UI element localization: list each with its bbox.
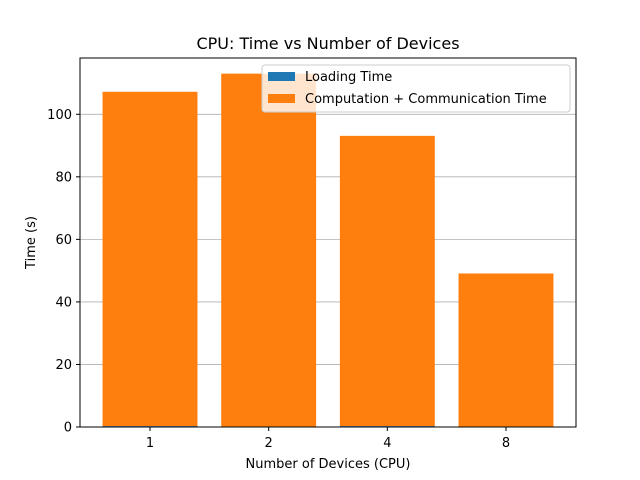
- bars: [102, 73, 554, 427]
- y-tick-label-0: 0: [64, 421, 72, 436]
- bar-computation-1: [102, 91, 198, 427]
- legend-swatch-computation: [268, 94, 295, 103]
- chart-title: CPU: Time vs Number of Devices: [196, 34, 459, 53]
- legend-box: [261, 64, 571, 113]
- x-tick-label-4: 4: [383, 436, 391, 451]
- x-tick-label-1: 1: [146, 436, 154, 451]
- legend: Loading Time Computation + Communication …: [261, 64, 571, 113]
- bar-computation-8: [458, 273, 554, 427]
- x-tick-label-8: 8: [502, 436, 510, 451]
- plot-frame: [79, 57, 577, 428]
- bar-computation-2: [221, 73, 317, 427]
- y-tick-label-40: 40: [55, 295, 72, 310]
- legend-label-computation: Computation + Communication Time: [305, 92, 547, 107]
- y-axis-ticks: 0 20 40 60 80 100: [47, 108, 80, 436]
- bar-computation-4: [339, 135, 435, 427]
- y-tick-label-100: 100: [47, 108, 72, 123]
- y-tick-label-20: 20: [55, 358, 72, 373]
- x-tick-label-2: 2: [265, 436, 273, 451]
- x-axis-ticks: 1 2 4 8: [146, 427, 510, 451]
- y-axis-label: Time (s): [24, 216, 39, 270]
- legend-label-loading: Loading Time: [305, 70, 392, 85]
- legend-swatch-loading: [268, 72, 295, 81]
- x-axis-label: Number of Devices (CPU): [246, 457, 411, 472]
- y-tick-label-60: 60: [55, 233, 72, 248]
- y-tick-label-80: 80: [55, 170, 72, 185]
